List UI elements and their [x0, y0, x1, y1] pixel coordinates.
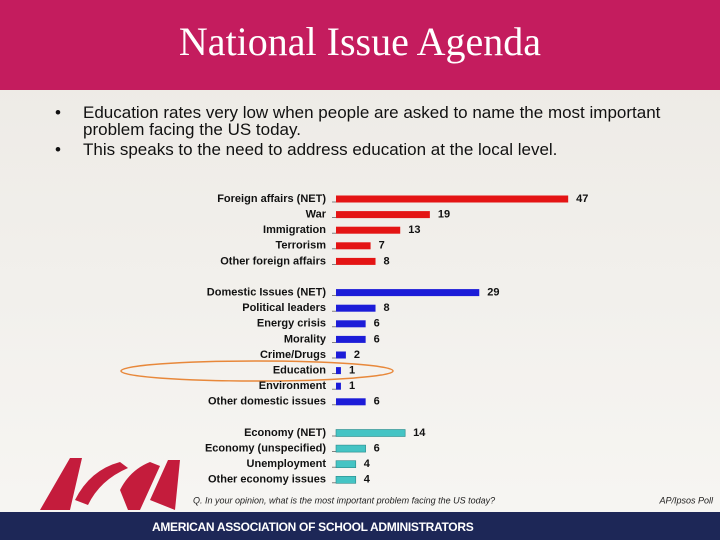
category-label: Other domestic issues — [208, 396, 326, 408]
value-label: 6 — [374, 333, 380, 345]
bar — [335, 460, 357, 469]
category-label: Domestic Issues (NET) — [207, 287, 327, 299]
bar — [336, 289, 480, 297]
category-label: Other economy issues — [208, 474, 326, 486]
category-label: Foreign affairs (NET) — [217, 193, 326, 205]
source-note: AP/Ipsos Poll — [658, 495, 714, 505]
category-label: Immigration — [263, 224, 326, 236]
category-label: Other foreign affairs — [220, 255, 326, 267]
question-note: Q. In your opinion, what is the most imp… — [193, 495, 495, 505]
bar — [336, 382, 341, 390]
title-bar — [0, 0, 720, 90]
category-label: Political leaders — [242, 302, 326, 314]
bar — [336, 226, 401, 234]
bar — [336, 320, 366, 328]
category-label: Unemployment — [247, 458, 327, 470]
bar — [335, 429, 406, 437]
value-label: 1 — [349, 380, 355, 392]
bullet: Education rates very low when people are… — [55, 104, 695, 138]
value-label: 1 — [349, 365, 355, 377]
category-label: Economy (unspecified) — [205, 443, 326, 455]
value-label: 4 — [364, 458, 371, 470]
value-label: 2 — [354, 349, 360, 361]
category-label: Energy crisis — [257, 318, 326, 330]
value-label: 47 — [576, 193, 588, 205]
category-label: Morality — [284, 333, 327, 345]
category-label: War — [306, 209, 327, 221]
bar — [336, 211, 430, 219]
value-label: 4 — [364, 474, 371, 486]
value-label: 6 — [374, 318, 380, 330]
category-label: Economy (NET) — [244, 427, 326, 439]
bar — [336, 351, 346, 359]
value-label: 8 — [384, 255, 390, 267]
bar — [335, 475, 357, 484]
bar — [335, 444, 366, 453]
category-label: Environment — [259, 380, 327, 392]
value-label: 13 — [408, 224, 420, 236]
category-label: Education — [273, 365, 326, 377]
org-name: AMERICAN ASSOCIATION OF SCHOOL ADMINISTR… — [152, 520, 474, 534]
category-label: Crime/Drugs — [260, 349, 326, 361]
bar — [336, 398, 366, 406]
bar — [336, 304, 376, 312]
value-label: 29 — [487, 287, 499, 299]
value-label: 14 — [413, 427, 426, 439]
bar — [336, 242, 371, 250]
bar — [336, 367, 341, 375]
highlight-ellipse — [120, 360, 394, 382]
category-label: Terrorism — [275, 240, 326, 252]
logo — [40, 458, 180, 510]
footer-bar — [0, 512, 720, 540]
bar — [336, 335, 366, 343]
bar — [336, 257, 376, 265]
bullet: This speaks to the need to address educa… — [55, 141, 695, 158]
value-label: 19 — [438, 209, 450, 221]
bar — [336, 195, 569, 203]
value-label: 6 — [374, 396, 380, 408]
value-label: 8 — [384, 302, 390, 314]
bullet-list: Education rates very low when people are… — [55, 104, 695, 161]
value-label: 6 — [374, 443, 380, 455]
slide-title: National Issue Agenda — [178, 19, 542, 64]
value-label: 7 — [379, 240, 385, 252]
